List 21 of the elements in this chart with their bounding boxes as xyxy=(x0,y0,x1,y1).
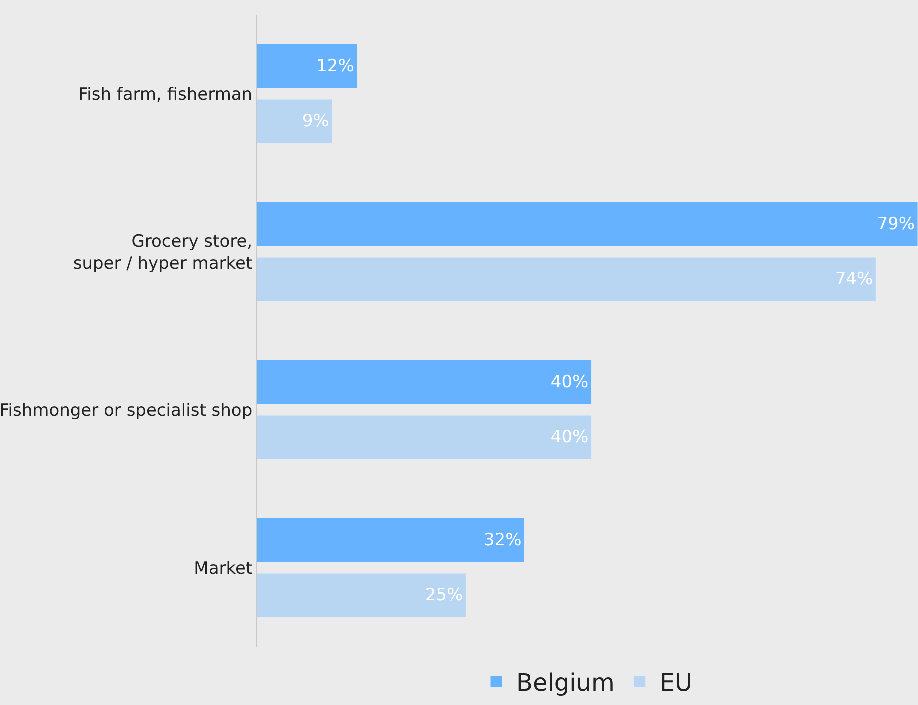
data-label: 40% xyxy=(550,372,589,392)
data-label: 25% xyxy=(425,586,464,606)
bar xyxy=(257,257,876,302)
y-tick-label: Fish farm, fisherman xyxy=(78,84,253,105)
bar xyxy=(257,415,592,460)
bar xyxy=(257,573,466,618)
data-label: 9% xyxy=(302,112,330,132)
y-tick-label: Fishmonger or specialist shop xyxy=(0,400,253,421)
bar xyxy=(257,360,592,405)
legend-label: EU xyxy=(660,669,693,698)
y-tick-label: Grocery store, super / hyper market xyxy=(73,232,253,274)
bar xyxy=(257,518,525,563)
data-label: 74% xyxy=(835,270,874,290)
data-label: 12% xyxy=(316,56,354,76)
legend-label: Belgium xyxy=(516,669,615,698)
data-label: 79% xyxy=(877,214,915,234)
bar xyxy=(257,44,358,89)
data-label: 40% xyxy=(550,428,589,448)
data-label: 32% xyxy=(484,530,522,550)
bar xyxy=(257,99,333,144)
y-tick-label: Market xyxy=(194,558,253,579)
